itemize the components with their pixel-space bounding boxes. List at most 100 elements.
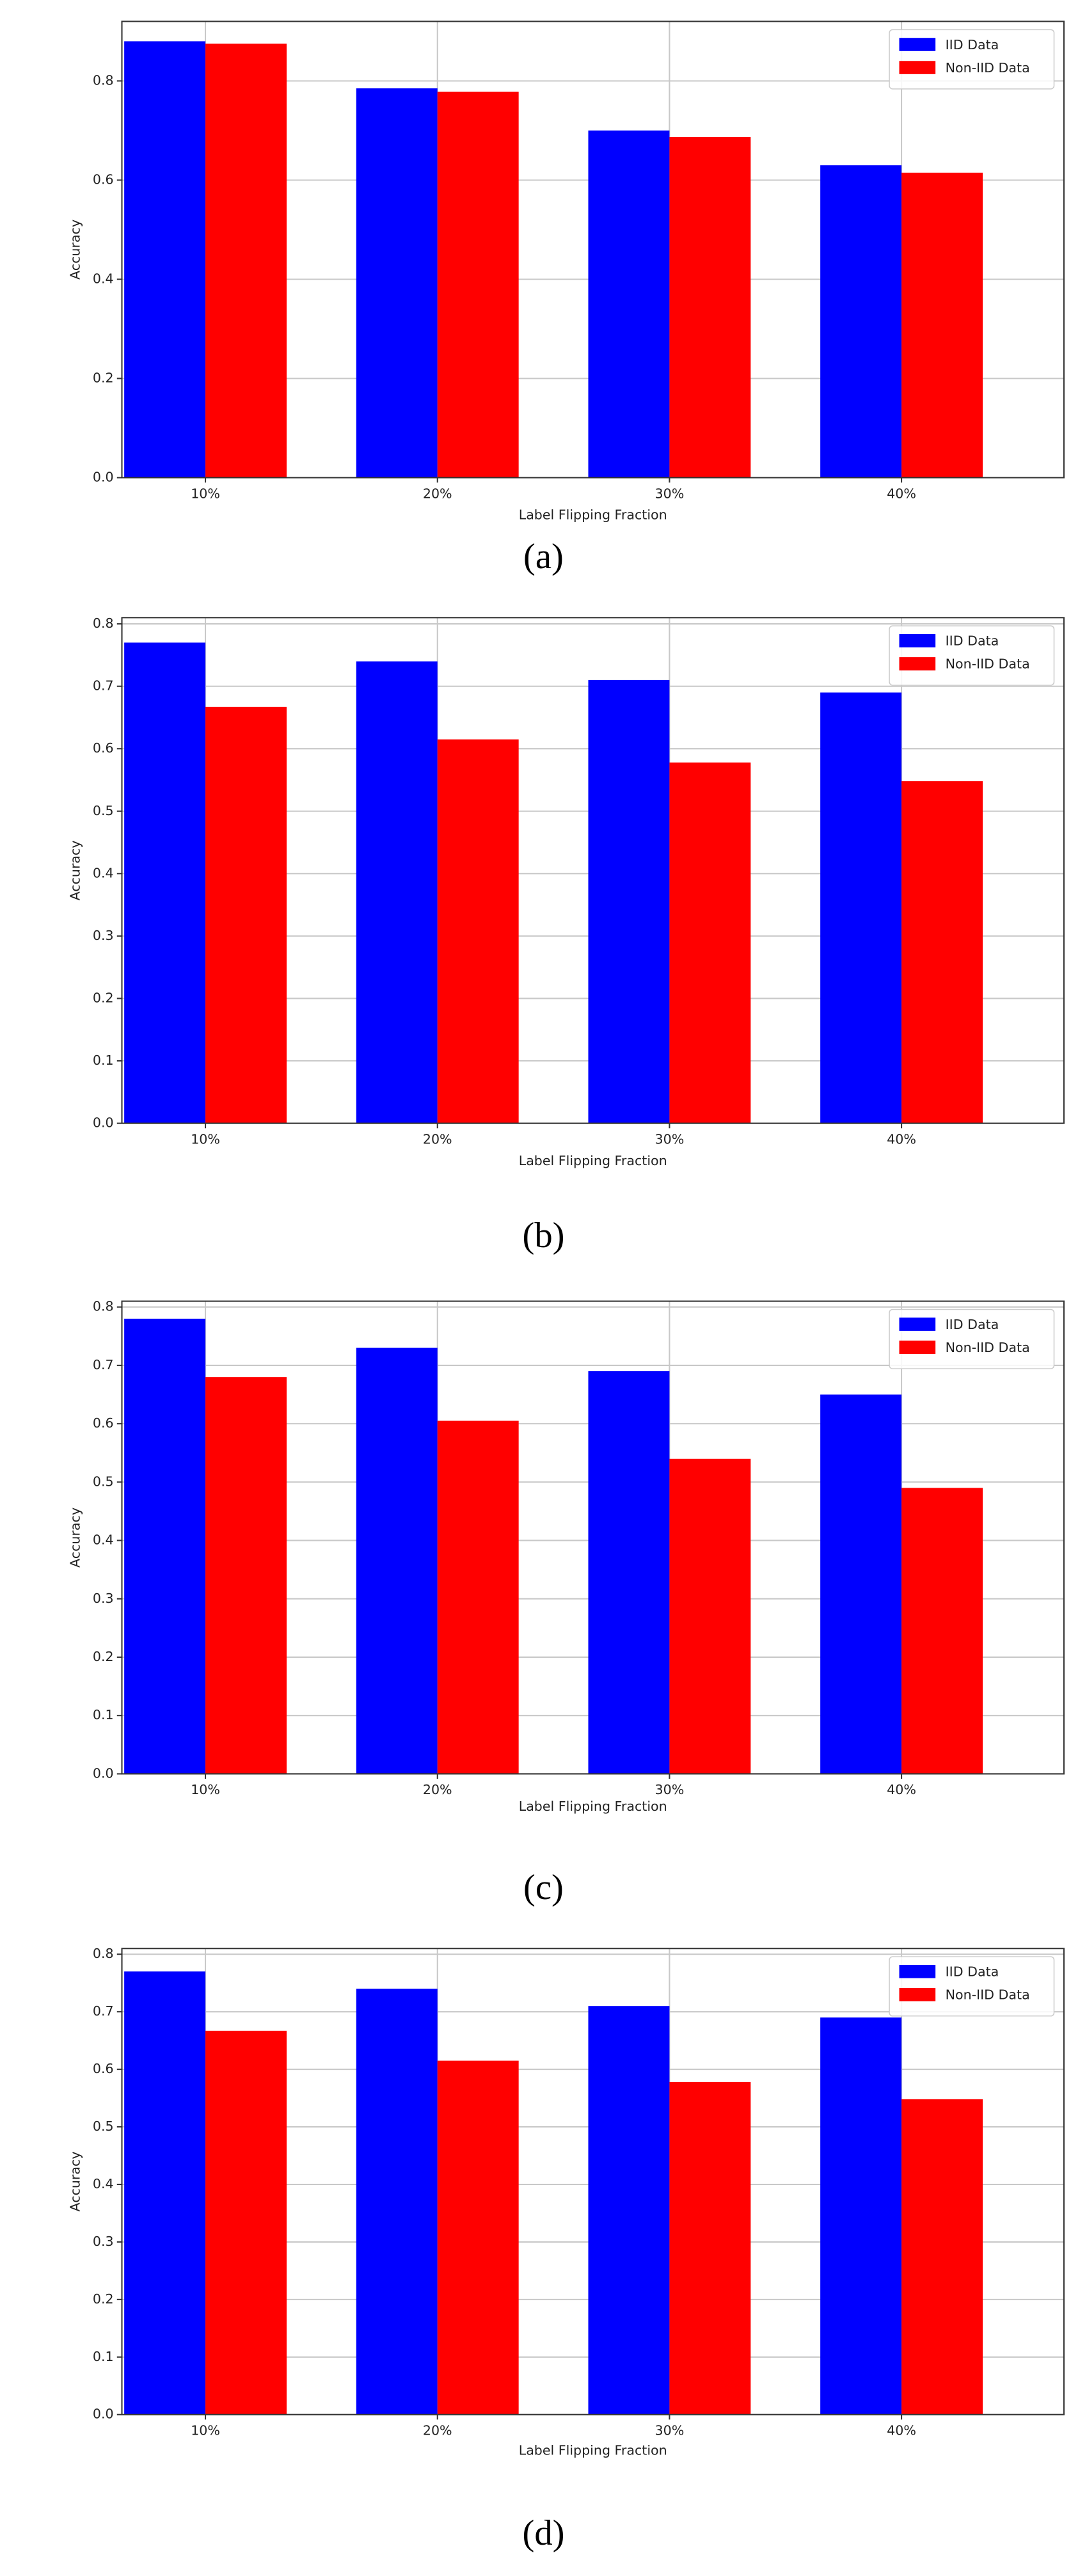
x-tick-label: 40%: [887, 2422, 916, 2438]
bar: [205, 706, 287, 1124]
subfigure-caption: (a): [523, 537, 564, 576]
bar: [669, 1458, 751, 1774]
bar: [588, 2006, 670, 2415]
y-tick-label: 0.7: [93, 678, 114, 694]
plot-frame: [121, 1300, 1065, 1775]
legend-swatch: [899, 634, 936, 648]
y-tick-label: 0.5: [93, 803, 114, 818]
bar: [356, 661, 438, 1124]
bar: [356, 88, 438, 478]
legend-swatch: [899, 1317, 936, 1331]
bar: [669, 137, 751, 478]
x-tick-label: 10%: [191, 486, 220, 501]
y-tick-label: 0.4: [93, 271, 114, 286]
y-tick-label: 0.2: [93, 990, 114, 1005]
y-tick-label: 0.5: [93, 1474, 114, 1489]
x-tick-label: 20%: [423, 1782, 452, 1797]
y-tick-label: 0.8: [93, 72, 114, 88]
y-tick-label: 0.8: [93, 1946, 114, 1961]
legend-swatch: [899, 61, 936, 74]
y-tick-label: 0.2: [93, 2291, 114, 2307]
y-tick-label: 0.0: [93, 1765, 114, 1781]
bar: [356, 1348, 438, 1774]
y-tick-label: 0.3: [93, 1591, 114, 1606]
legend-swatch: [899, 38, 936, 51]
y-tick-label: 0.1: [93, 1053, 114, 1068]
y-tick-label: 0.8: [93, 616, 114, 631]
x-tick-label: 10%: [191, 2422, 220, 2438]
bar: [205, 44, 287, 478]
y-axis-label: Accuracy: [67, 219, 83, 280]
legend-label: IID Data: [946, 37, 999, 52]
bar: [124, 1971, 206, 2415]
x-tick-label: 20%: [423, 2422, 452, 2438]
bar: [820, 692, 902, 1124]
y-tick-label: 0.0: [93, 1115, 114, 1131]
legend-label: IID Data: [946, 633, 999, 649]
legend-label: Non-IID Data: [946, 656, 1030, 672]
bar: [669, 762, 751, 1124]
bar: [588, 680, 670, 1124]
bar: [588, 1371, 670, 1774]
x-tick-label: 20%: [423, 1131, 452, 1147]
bar: [124, 642, 206, 1124]
y-axis-label: Accuracy: [67, 2152, 83, 2212]
bar: [437, 2060, 519, 2415]
legend-swatch: [899, 1964, 936, 1978]
bar: [124, 1318, 206, 1774]
y-tick-label: 0.6: [93, 171, 114, 187]
bar: [820, 2017, 902, 2415]
y-tick-label: 0.3: [93, 928, 114, 943]
plot-frame: [121, 20, 1065, 479]
bar: [901, 781, 983, 1124]
legend-label: Non-IID Data: [946, 60, 1030, 76]
bar: [124, 41, 206, 478]
y-tick-label: 0.4: [93, 865, 114, 880]
subfigure-caption: (b): [522, 1216, 564, 1255]
bar: [437, 91, 519, 478]
y-tick-label: 0.1: [93, 1707, 114, 1722]
y-tick-label: 0.1: [93, 2349, 114, 2364]
bar: [901, 2099, 983, 2415]
bar: [437, 739, 519, 1124]
y-tick-label: 0.6: [93, 1415, 114, 1431]
y-tick-label: 0.7: [93, 2003, 114, 2019]
x-axis-label: Label Flipping Fraction: [519, 507, 667, 523]
bar: [820, 165, 902, 478]
y-tick-label: 0.0: [93, 470, 114, 485]
bar: [205, 1377, 287, 1774]
plot-frame: [121, 617, 1065, 1124]
bar: [356, 1989, 438, 2415]
x-tick-label: 30%: [655, 1782, 685, 1797]
y-tick-label: 0.6: [93, 740, 114, 756]
x-tick-label: 40%: [887, 1782, 916, 1797]
bar: [588, 130, 670, 478]
bar: [669, 2081, 751, 2415]
subfigure-caption: (d): [522, 2513, 564, 2553]
x-tick-label: 40%: [887, 1131, 916, 1147]
x-tick-label: 30%: [655, 2422, 685, 2438]
bar: [205, 2030, 287, 2415]
bar: [820, 1394, 902, 1774]
bar: [901, 1488, 983, 1774]
legend-swatch: [899, 1340, 936, 1354]
y-axis-label: Accuracy: [67, 840, 83, 900]
x-tick-label: 10%: [191, 1131, 220, 1147]
y-tick-label: 0.7: [93, 1357, 114, 1372]
y-tick-label: 0.2: [93, 1649, 114, 1664]
legend-label: Non-IID Data: [946, 1987, 1030, 2003]
x-axis-label: Label Flipping Fraction: [519, 1799, 667, 1814]
subfigure-caption: (c): [523, 1868, 564, 1907]
y-tick-label: 0.2: [93, 370, 114, 385]
plot-frame: [121, 1948, 1065, 2415]
x-tick-label: 30%: [655, 1131, 685, 1147]
x-tick-label: 40%: [887, 486, 916, 501]
y-tick-label: 0.5: [93, 2119, 114, 2134]
y-axis-label: Accuracy: [67, 1507, 83, 1568]
x-tick-label: 10%: [191, 1782, 220, 1797]
legend-swatch: [899, 657, 936, 671]
x-axis-label: Label Flipping Fraction: [519, 1153, 667, 1168]
y-tick-label: 0.4: [93, 1532, 114, 1548]
